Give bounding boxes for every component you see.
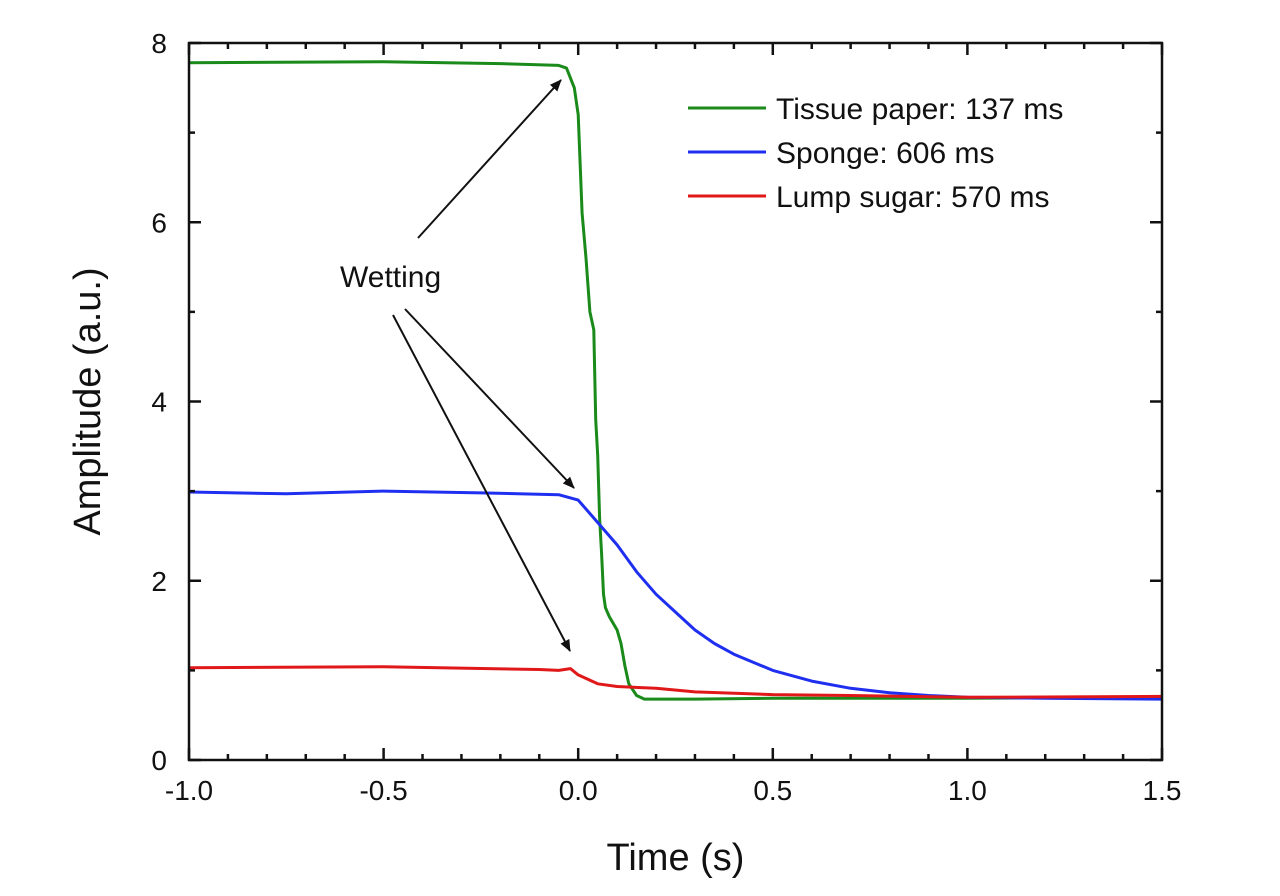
y-axis-title: Amplitude (a.u.) bbox=[67, 267, 109, 535]
annotation-arrow-sugar bbox=[392, 314, 571, 652]
annotation-arrow-tissue bbox=[417, 79, 562, 239]
ticks-layer bbox=[187, 41, 1164, 762]
x-tick-label: 1.5 bbox=[1143, 775, 1182, 806]
legend-label-0: Tissue paper: 137 ms bbox=[776, 93, 1063, 126]
x-tick-label: 1.0 bbox=[948, 775, 987, 806]
x-tick-label: 0.0 bbox=[559, 775, 598, 806]
series-layer bbox=[188, 60, 1163, 701]
legend-label-1: Sponge: 606 ms bbox=[776, 137, 994, 170]
annotation-wetting-label: Wetting bbox=[340, 261, 441, 294]
tick-labels: -1.0 -0.5 0.0 0.5 1.0 1.5 0 2 4 6 8 bbox=[151, 28, 1181, 806]
y-tick-label: 6 bbox=[151, 207, 167, 238]
y-tick-label: 2 bbox=[151, 566, 167, 597]
annotation-arrow-sponge bbox=[404, 308, 575, 489]
legend-label-2: Lump sugar: 570 ms bbox=[776, 181, 1049, 214]
y-tick-label: 8 bbox=[151, 28, 167, 59]
x-tick-label: 0.5 bbox=[753, 775, 792, 806]
annotation: Wetting bbox=[340, 79, 575, 652]
legend: Tissue paper: 137 ms Sponge: 606 ms Lump s… bbox=[688, 93, 1063, 214]
series-line-0 bbox=[188, 60, 1163, 701]
x-axis-title: Time (s) bbox=[607, 837, 745, 879]
y-tick-label: 4 bbox=[151, 387, 167, 418]
x-tick-label: -0.5 bbox=[359, 775, 407, 806]
x-tick-label: -1.0 bbox=[165, 775, 213, 806]
plot-frame bbox=[187, 41, 1164, 762]
series-line-1 bbox=[188, 489, 1163, 701]
y-tick-label: 0 bbox=[151, 745, 167, 776]
series-line-2 bbox=[188, 665, 1163, 699]
